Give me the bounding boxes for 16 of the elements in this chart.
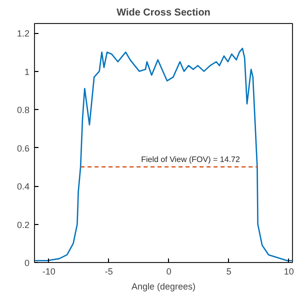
- x-tick-label: 10: [284, 266, 294, 276]
- y-tick-label: 0.4: [16, 182, 30, 192]
- line-series: [34, 48, 292, 262]
- x-axis-title: Angle (degrees): [131, 282, 196, 292]
- y-tick-label: 0.6: [16, 143, 30, 154]
- x-tick-label: 0: [166, 266, 172, 276]
- x-tick-label: 5: [226, 266, 232, 276]
- annotation: Field of View (FOV) = 14.72: [141, 154, 240, 164]
- y-tick-label: 0: [24, 258, 30, 268]
- y-tick-label: 0.2: [16, 220, 30, 230]
- x-tick-label: -5: [104, 266, 113, 276]
- y-tick-label: 1: [24, 66, 30, 77]
- x-tick-label: -10: [42, 266, 56, 276]
- chart-title: Wide Cross Section: [116, 8, 210, 18]
- y-tick-label: 0.8: [16, 105, 30, 116]
- y-tick-label: 1.2: [16, 28, 30, 39]
